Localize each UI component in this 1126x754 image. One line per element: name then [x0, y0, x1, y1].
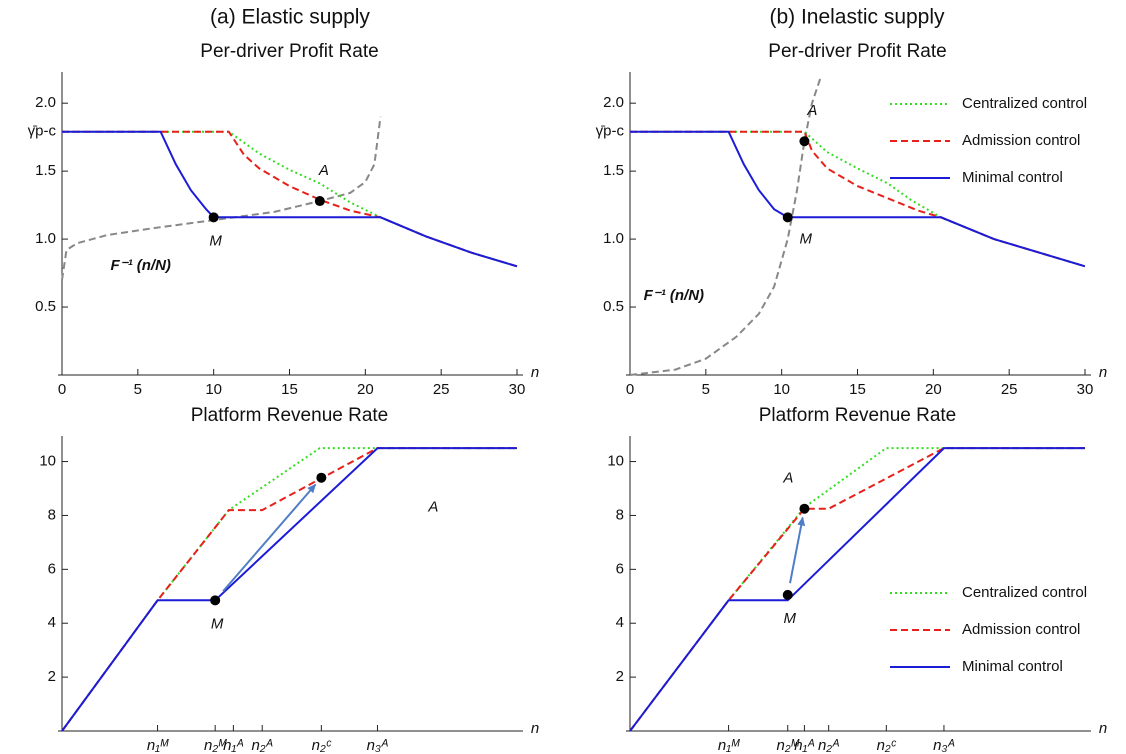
- series-line: [61, 447, 517, 732]
- x-tick-label: 15: [281, 381, 298, 398]
- y-tick-label: 10: [607, 453, 624, 470]
- series-line: [62, 130, 518, 268]
- x-tick-label: n₁ᴹ: [718, 737, 740, 754]
- y-tick-label: 1.0: [603, 230, 624, 247]
- x-tick-label: 25: [1001, 381, 1018, 398]
- y-tick-label: 2.0: [603, 94, 624, 111]
- x-axis-label: n: [531, 720, 539, 737]
- legend-label: Minimal control: [962, 169, 1063, 186]
- y-tick-label: 4: [616, 614, 624, 631]
- x-tick-label: 20: [357, 381, 374, 398]
- x-tick-label: 5: [702, 381, 710, 398]
- series-line: [62, 130, 518, 268]
- equilibrium-point: [782, 589, 793, 600]
- y-tick-label: 1.5: [35, 162, 56, 179]
- equilibrium-point: [208, 212, 219, 223]
- series-line: [630, 130, 1086, 268]
- arrow: [789, 516, 806, 584]
- x-tick-label: n₂ᴬ: [251, 737, 272, 754]
- column-title: (a) Elastic supply: [210, 6, 370, 29]
- x-tick-label: 20: [925, 381, 942, 398]
- chart-title: Platform Revenue Rate: [191, 405, 389, 426]
- equilibrium-point: [799, 136, 810, 147]
- x-tick-label: 30: [509, 381, 526, 398]
- point-label: A: [782, 470, 793, 487]
- x-tick-label: n₂ᴬ: [818, 737, 839, 754]
- x-tick-label: 0: [58, 381, 66, 398]
- x-tick-label: n₁ᴬ: [223, 737, 243, 754]
- x-axis-label: n: [1099, 364, 1107, 381]
- equilibrium-point: [799, 503, 810, 514]
- point-label: M: [211, 615, 224, 632]
- x-tick-label: n₁ᴬ: [794, 737, 814, 754]
- series-line: [62, 130, 518, 268]
- x-tick-label: 10: [205, 381, 222, 398]
- x-axis-label: n: [531, 364, 539, 381]
- curve-label: F⁻¹ (n/N): [644, 287, 704, 304]
- x-tick-label: n₂ᶜ: [877, 737, 897, 754]
- point-label: A: [318, 162, 329, 179]
- y-tick-label: 0.5: [35, 298, 56, 315]
- legend-label: Centralized control: [962, 95, 1087, 112]
- x-tick-label: 25: [433, 381, 450, 398]
- inverse-cdf-curve: [629, 75, 823, 376]
- y-tick-label: 2: [616, 668, 624, 685]
- column-title: (b) Inelastic supply: [769, 6, 945, 29]
- curve-label: F⁻¹ (n/N): [111, 257, 171, 274]
- chart-title: Platform Revenue Rate: [759, 405, 957, 426]
- legend-label: Admission control: [962, 132, 1080, 149]
- series-line: [61, 447, 517, 732]
- y-tick-label: 8: [616, 506, 624, 523]
- legend-label: Minimal control: [962, 658, 1063, 675]
- arrow: [222, 483, 317, 592]
- y-tick-label: 6: [48, 560, 56, 577]
- point-label: M: [209, 232, 222, 249]
- x-tick-label: 15: [849, 381, 866, 398]
- legend-label: Centralized control: [962, 584, 1087, 601]
- x-tick-label: 30: [1077, 381, 1094, 398]
- x-tick-label: n₁ᴹ: [147, 737, 169, 754]
- x-tick-label: n₂ᶜ: [312, 737, 332, 754]
- y-tick-label: 1.5: [603, 162, 624, 179]
- equilibrium-point: [316, 472, 327, 483]
- y-tick-label: 2: [48, 668, 56, 685]
- y-tick-label: γ̄p-c: [28, 123, 57, 140]
- series-line: [61, 447, 517, 732]
- x-tick-label: n₂ᴹ: [204, 737, 227, 754]
- x-tick-label: 5: [134, 381, 142, 398]
- chart-title: Per-driver Profit Rate: [200, 41, 378, 62]
- series-line: [630, 130, 1086, 268]
- y-tick-label: 10: [39, 453, 56, 470]
- x-tick-label: n₃ᴬ: [367, 737, 389, 754]
- x-tick-label: n₂ᴹ: [777, 737, 800, 754]
- point-label: A: [427, 499, 438, 516]
- x-tick-label: 10: [773, 381, 790, 398]
- y-tick-label: 0.5: [603, 298, 624, 315]
- y-tick-label: 4: [48, 614, 56, 631]
- point-label: M: [783, 610, 796, 627]
- x-tick-label: 0: [626, 381, 634, 398]
- point-label: M: [799, 230, 812, 247]
- y-tick-label: γ̄p-c: [596, 123, 625, 140]
- x-tick-label: n₃ᴬ: [933, 737, 955, 754]
- equilibrium-point: [314, 196, 325, 207]
- equilibrium-point: [210, 595, 221, 606]
- x-axis-label: n: [1099, 720, 1107, 737]
- legend-label: Admission control: [962, 621, 1080, 638]
- point-label: A: [806, 102, 817, 119]
- series-line: [629, 447, 1085, 732]
- y-tick-label: 8: [48, 506, 56, 523]
- y-tick-label: 1.0: [35, 230, 56, 247]
- y-tick-label: 2.0: [35, 94, 56, 111]
- equilibrium-point: [782, 212, 793, 223]
- chart-title: Per-driver Profit Rate: [768, 41, 946, 62]
- y-tick-label: 6: [616, 560, 624, 577]
- inverse-cdf-curve: [61, 116, 382, 281]
